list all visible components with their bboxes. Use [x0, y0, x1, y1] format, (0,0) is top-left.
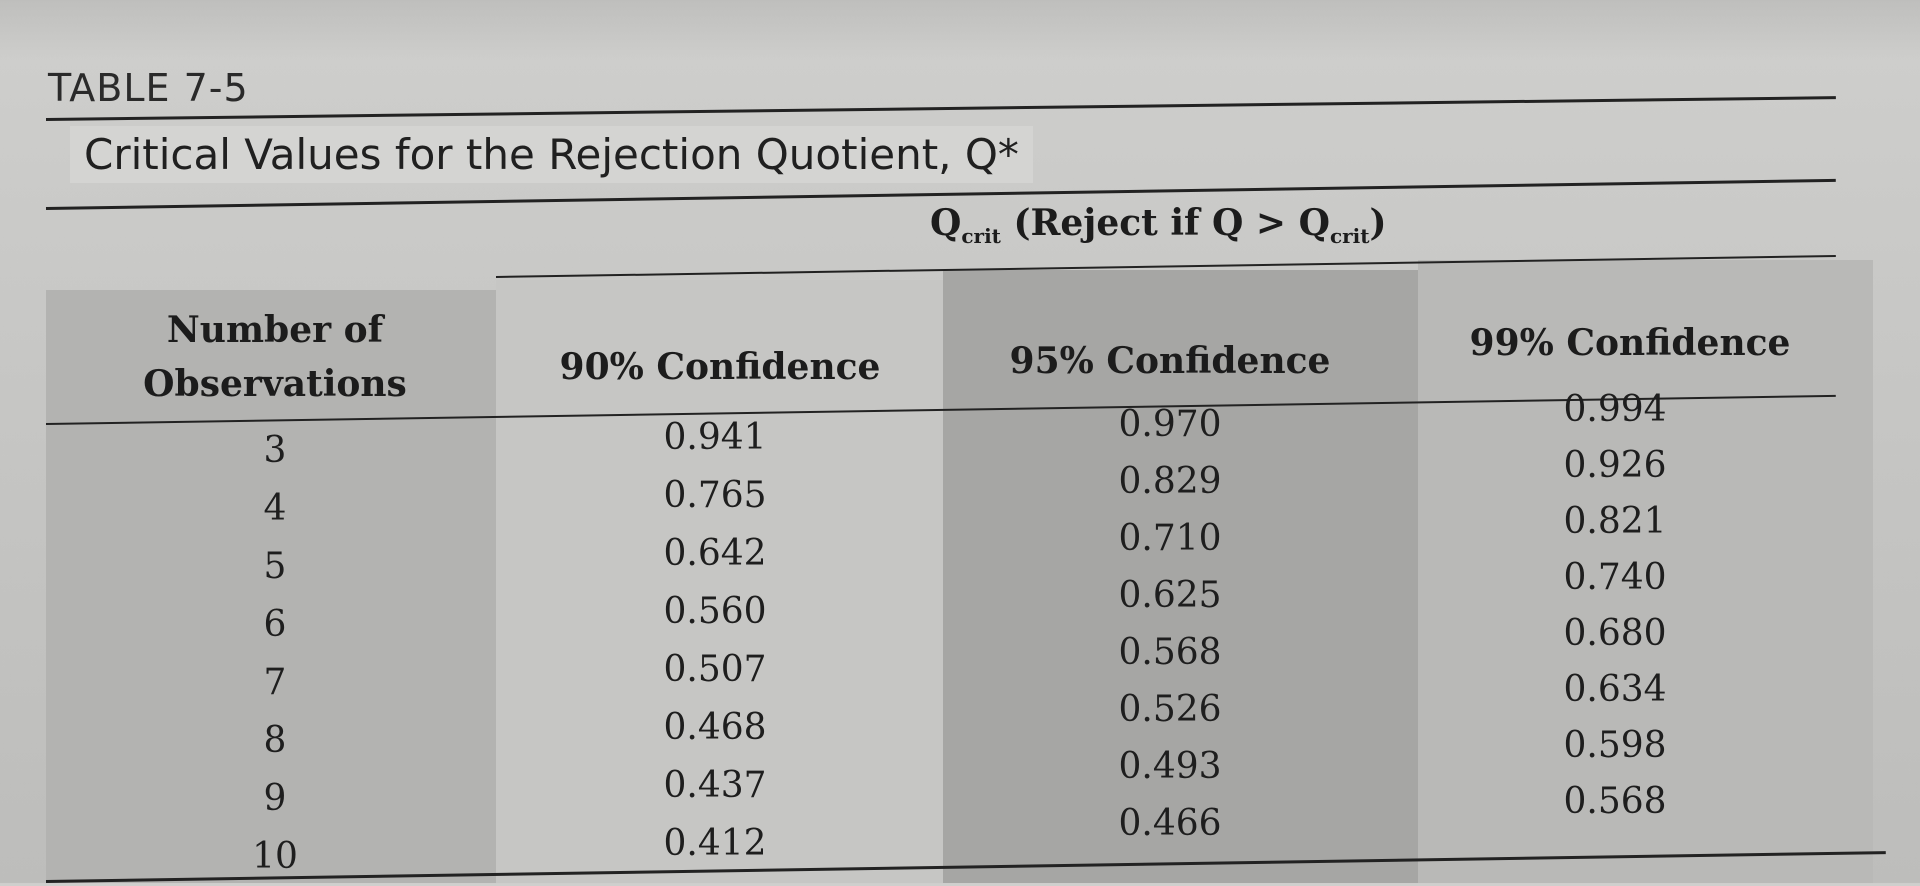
- header-99-confidence: 99% Confidence: [1469, 322, 1791, 364]
- reject-condition-text: (Reject if Q >: [1000, 202, 1299, 244]
- table-cell-90: 0.642: [663, 533, 767, 574]
- qcrit-group-header: Qcrit (Reject if Q > Qcrit): [930, 202, 1387, 248]
- table-cell-n: 7: [263, 662, 287, 703]
- qcrit-subscript-2: crit: [1329, 224, 1370, 249]
- table-cell-95: 0.568: [1118, 632, 1222, 673]
- table-cell-95: 0.625: [1118, 575, 1222, 616]
- table-cell-95: 0.710: [1118, 518, 1222, 559]
- table-cell-90: 0.765: [663, 475, 767, 516]
- qcrit-symbol-2: Q: [1298, 202, 1330, 244]
- observations-column-band: [46, 290, 496, 883]
- table-cell-99: 0.680: [1563, 613, 1667, 654]
- qcrit-symbol: Q: [930, 202, 962, 244]
- table-cell-90: 0.941: [663, 417, 767, 458]
- table-cell-90: 0.507: [663, 649, 767, 690]
- table-cell-99: 0.568: [1563, 781, 1667, 822]
- table-cell-90: 0.412: [663, 823, 767, 864]
- header-90-confidence: 90% Confidence: [559, 346, 881, 388]
- confidence-90-column: 0.941 0.765 0.642 0.560 0.507 0.468 0.43…: [640, 409, 790, 873]
- table-cell-95: 0.493: [1118, 746, 1222, 787]
- table-cell-99: 0.821: [1563, 501, 1667, 542]
- table-cell-90: 0.560: [663, 591, 767, 632]
- confidence-99-column-band: [1418, 260, 1873, 883]
- table-cell-n: 4: [263, 488, 287, 529]
- table-cell-n: 8: [263, 720, 287, 761]
- qcrit-subscript: crit: [961, 224, 1001, 249]
- page-bleed-through: [0, 0, 1920, 60]
- top-rule: [45, 96, 1836, 121]
- confidence-95-column: 0.970 0.829 0.710 0.625 0.568 0.526 0.49…: [1095, 396, 1245, 852]
- table-cell-95: 0.970: [1118, 404, 1222, 445]
- confidence-90-column-band: [496, 280, 943, 883]
- table-label: TABLE 7-5: [48, 66, 249, 110]
- table-cell-n: 5: [263, 546, 287, 587]
- table-cell-99: 0.926: [1563, 445, 1667, 486]
- observations-column: 3 4 5 6 7 8 9 10: [230, 422, 320, 886]
- table-title: Critical Values for the Rejection Quotie…: [70, 126, 1033, 183]
- table-cell-95: 0.829: [1118, 461, 1222, 502]
- table-cell-95: 0.466: [1118, 803, 1222, 844]
- table-cell-90: 0.468: [663, 707, 767, 748]
- table-cell-n: 9: [263, 778, 287, 819]
- table-cell-n: 3: [263, 430, 287, 471]
- header-number-of-observations: Number of Observations: [143, 309, 407, 405]
- reject-condition-close: ): [1369, 202, 1387, 244]
- table-cell-n: 6: [263, 604, 287, 645]
- table-cell-99: 0.994: [1563, 389, 1667, 430]
- table-cell-99: 0.634: [1563, 669, 1667, 710]
- table-cell-n: 10: [252, 836, 298, 877]
- table-cell-90: 0.437: [663, 765, 767, 806]
- table-cell-99: 0.740: [1563, 557, 1667, 598]
- table-cell-95: 0.526: [1118, 689, 1222, 730]
- confidence-99-column: 0.994 0.926 0.821 0.740 0.680 0.634 0.59…: [1540, 382, 1690, 830]
- confidence-95-column-band: [943, 270, 1418, 883]
- header-95-confidence: 95% Confidence: [1009, 340, 1331, 382]
- table-cell-99: 0.598: [1563, 725, 1667, 766]
